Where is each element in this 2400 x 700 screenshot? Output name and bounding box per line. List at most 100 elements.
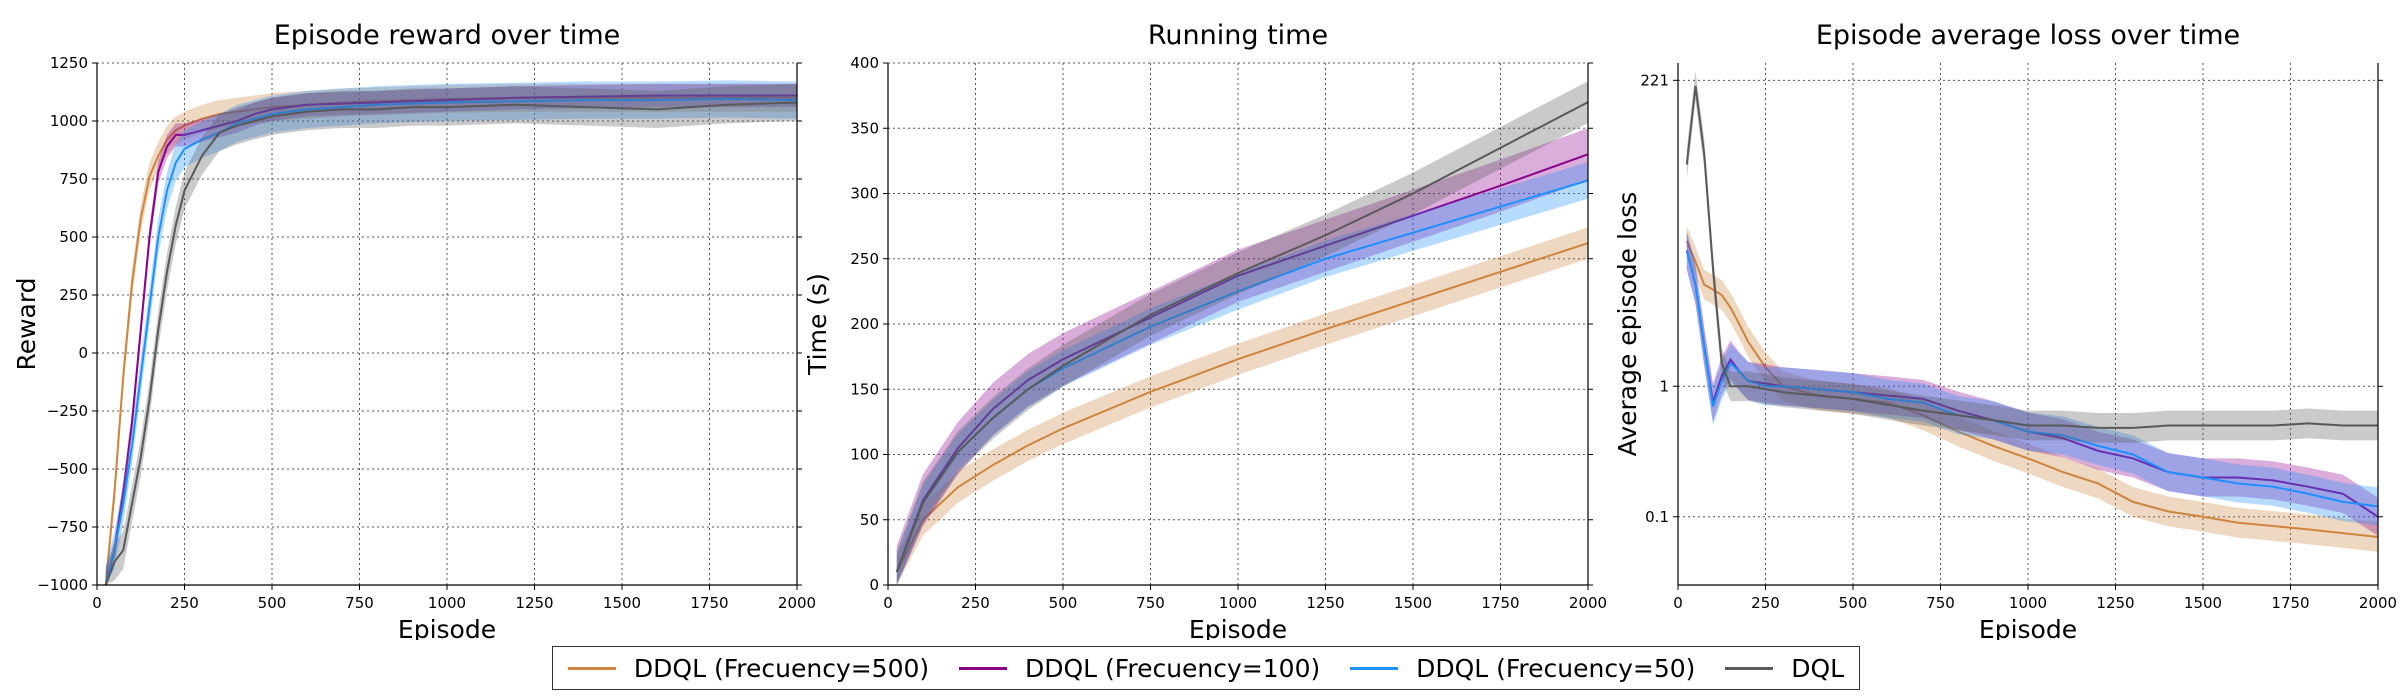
tick-label-y: 1250 (50, 54, 88, 72)
tick-label-x: 1250 (2096, 594, 2134, 612)
legend-label: DDQL (Frecuency=100) (1024, 653, 1321, 683)
tick-label-y: 250 (850, 250, 879, 268)
tick-label-x: 0 (1673, 594, 1683, 612)
tick-label-y: 221 (1640, 71, 1669, 89)
series-band (896, 227, 1588, 585)
tick-label-x: 1000 (2009, 594, 2047, 612)
tick-label-y: 200 (850, 315, 879, 333)
series-band (1686, 231, 2378, 536)
tick-label-x: 1750 (2271, 594, 2309, 612)
tick-label-y: 350 (850, 119, 879, 137)
tick-label-y: 300 (850, 185, 879, 203)
series-line (895, 153, 1588, 573)
tick-label-x: 1000 (1219, 594, 1257, 612)
chart-panel-2: 0 250 500 750 1000 1250 1500 1750 2000 0 50 100 150 2… (803, 20, 1607, 640)
tick-label-y: 750 (59, 170, 88, 188)
tick-label-y: 400 (850, 54, 879, 72)
tick-label-x: 1500 (2184, 594, 2222, 612)
series-band (1686, 231, 2378, 526)
tick-label-x: 500 (1049, 594, 1078, 612)
tick-label-x: 250 (170, 594, 199, 612)
series-line (104, 94, 797, 585)
chart-panel-3: 0 250 500 750 1000 1250 1500 1750 2000 0.1 1 221 Epi… (1613, 20, 2397, 640)
tick-label-y: 500 (59, 228, 88, 246)
plot-area (1685, 71, 2378, 552)
series-line (104, 101, 797, 585)
tick-label-x: 1250 (515, 594, 553, 612)
chart-title: Running time (1148, 20, 1328, 51)
tick-label-x: 1750 (690, 594, 728, 612)
series-band (1686, 71, 2378, 443)
tick-label-y: −750 (47, 518, 88, 536)
chart-figure: 0 250 500 750 1000 1250 1500 1750 2000−1000−750−… (12, 20, 2397, 640)
tick-label-x: 0 (883, 594, 893, 612)
tick-label-x: 1750 (1481, 594, 1519, 612)
series-line (104, 97, 797, 585)
tick-label-y: 0 (869, 576, 879, 594)
y-axis-label: Reward (12, 277, 41, 370)
tick-label-x: 500 (1839, 594, 1868, 612)
tick-label-y: 100 (850, 446, 879, 464)
series-line (895, 242, 1588, 573)
series-line (895, 179, 1588, 573)
tick-label-x: 750 (345, 594, 374, 612)
tick-label-y: 0 (78, 344, 88, 362)
legend-swatch (958, 666, 1007, 670)
tick-label-y: −250 (47, 402, 88, 420)
legend-item-ddql-500: DDQL (Frecuency=500) (567, 653, 930, 683)
tick-label-y: 0.1 (1645, 508, 1669, 526)
tick-label-y: −1000 (37, 576, 88, 594)
tick-label-x: 1250 (1306, 594, 1344, 612)
series-band (896, 81, 1588, 585)
series-line (1685, 250, 2378, 508)
legend-label: DDQL (Frecuency=500) (633, 653, 930, 683)
series-line (1685, 240, 2378, 538)
legend-item-ddql-100: DDQL (Frecuency=100) (958, 653, 1321, 683)
x-axis-label: Episode (398, 615, 496, 640)
legend-swatch (1350, 666, 1399, 670)
plot-area (895, 81, 1588, 585)
legend-swatch (1725, 666, 1774, 670)
series-band (896, 128, 1588, 585)
tick-label-y: 50 (860, 511, 879, 529)
legend-swatch (567, 666, 616, 670)
tick-label-y: 1 (1659, 377, 1669, 395)
chart-panel-1: 0 250 500 750 1000 1250 1500 1750 2000 −1000 −750 −… (12, 20, 816, 640)
tick-label-y: 150 (850, 380, 879, 398)
series-line (104, 96, 797, 585)
y-axis-label: Time (s) (803, 273, 832, 376)
tick-label-x: 0 (92, 594, 102, 612)
series-line (1685, 85, 2378, 429)
tick-label-x: 2000 (778, 594, 816, 612)
tick-label-x: 750 (1136, 594, 1165, 612)
tick-label-x: 2000 (2359, 594, 2397, 612)
y-axis-label: Average episode loss (1613, 192, 1642, 457)
tick-label-x: 250 (961, 594, 990, 612)
legend-item-dql: DQL (1725, 654, 1844, 683)
tick-label-x: 2000 (1569, 594, 1607, 612)
tick-label-x: 1500 (603, 594, 641, 612)
series-line (895, 101, 1588, 573)
chart-title: Episode reward over time (274, 20, 621, 51)
legend-item-ddql-50: DDQL (Frecuency=50) (1350, 654, 1695, 683)
plot-area (104, 80, 797, 585)
x-axis-label: Episode (1189, 615, 1287, 640)
tick-label-y: 250 (59, 286, 88, 304)
tick-label-x: 500 (258, 594, 287, 612)
series-band (105, 83, 797, 585)
chart-title: Episode average loss over time (1816, 20, 2240, 51)
tick-label-y: −500 (47, 460, 88, 478)
legend: DDQL (Frecuency=500) DDQL (Frecuency=100… (552, 646, 1860, 690)
tick-label-x: 1000 (428, 594, 466, 612)
legend-label: DDQL (Frecuency=50) (1416, 653, 1696, 683)
series-band (105, 83, 797, 585)
x-axis-label: Episode (1979, 615, 2077, 640)
tick-label-x: 750 (1926, 594, 1955, 612)
series-band (896, 162, 1588, 585)
legend-label: DQL (1791, 653, 1845, 683)
tick-label-y: 1000 (50, 112, 88, 130)
tick-label-x: 250 (1751, 594, 1780, 612)
tick-label-x: 1500 (1394, 594, 1432, 612)
series-band (105, 83, 797, 585)
